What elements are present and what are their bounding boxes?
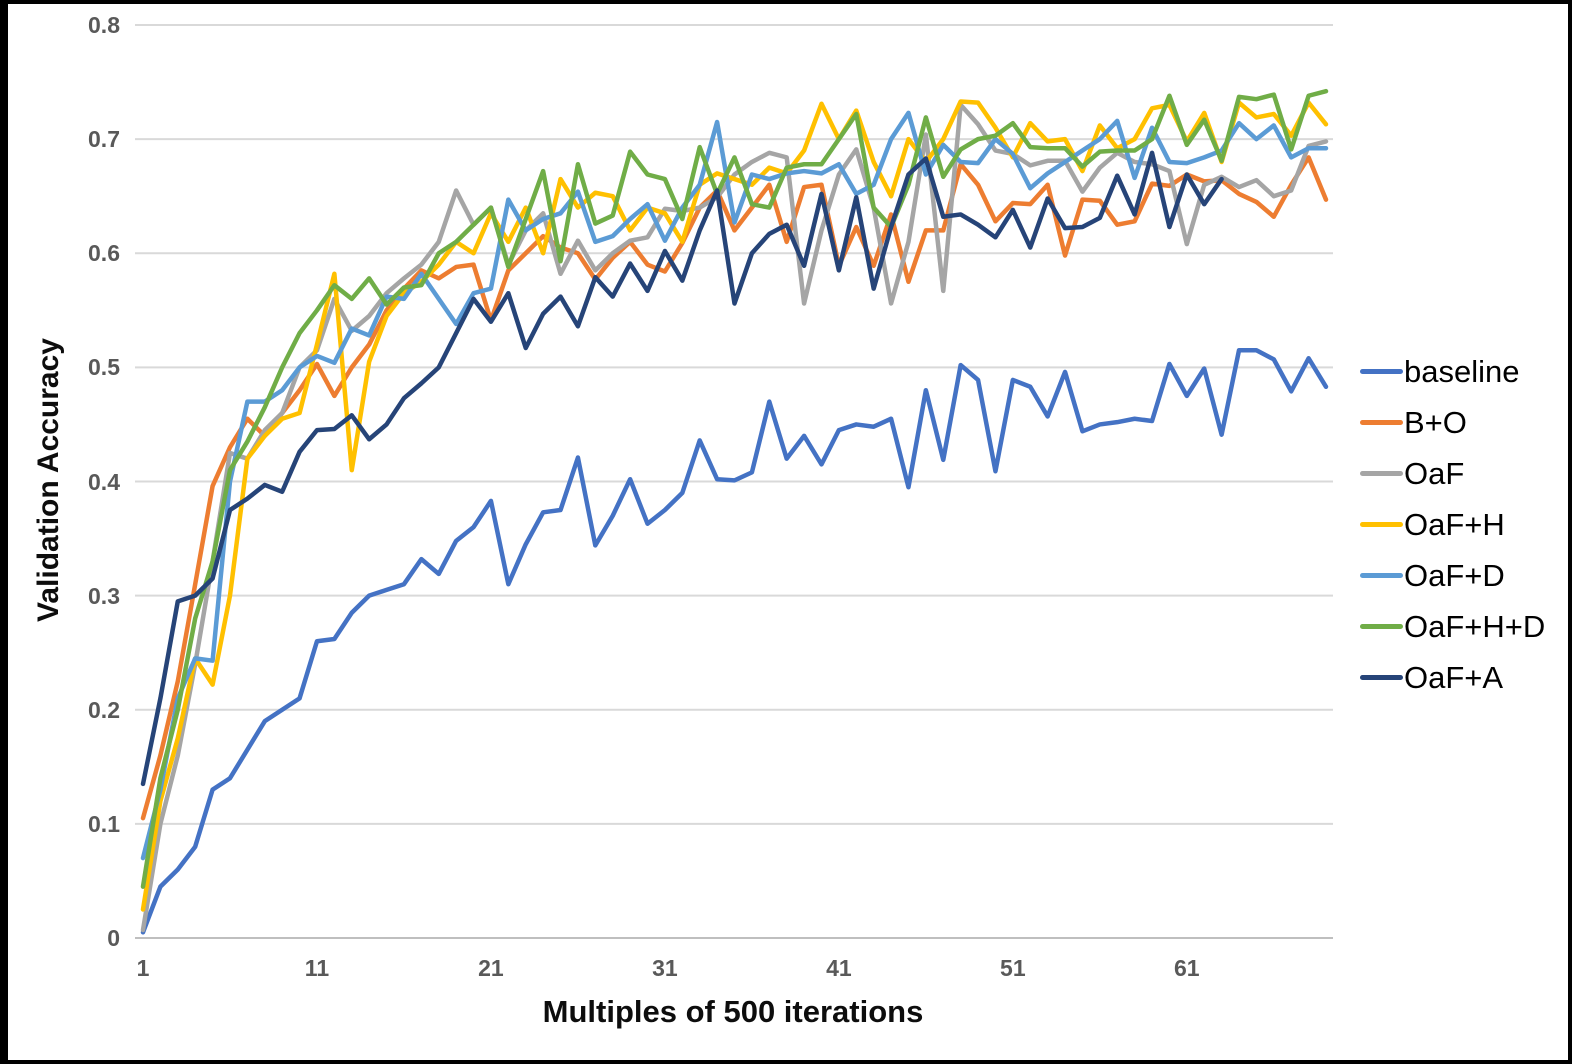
legend-item-OaF+A: OaF+A (1360, 652, 1566, 703)
series-line-OaF+H (140, 99, 1329, 912)
legend-item-OaF+D: OaF+D (1360, 550, 1566, 601)
y-tick-label: 0.5 (88, 354, 120, 381)
legend-label: OaF+H+D (1404, 608, 1546, 644)
legend-swatch (1360, 573, 1403, 578)
legend-swatch (1360, 369, 1403, 374)
y-tick-label: 0.4 (88, 468, 120, 495)
legend-swatch (1360, 675, 1403, 680)
legend-label: baseline (1404, 353, 1520, 389)
series-line-OaF+A (140, 150, 1224, 787)
legend-label: OaF (1404, 455, 1465, 491)
legend-label: OaF+H (1404, 506, 1505, 542)
y-tick-label: 0.1 (88, 810, 120, 837)
legend-item-baseline: baseline (1360, 346, 1566, 397)
y-tick-label: 0.7 (88, 126, 120, 153)
legend-label: OaF+D (1404, 557, 1505, 593)
y-tick-label: 0.8 (88, 12, 120, 38)
legend-label: OaF+A (1404, 659, 1504, 695)
legend: baseline B+O OaF OaF+H OaF+D OaF+H+D OaF+A (1360, 346, 1566, 703)
x-tick-label: 41 (826, 955, 852, 981)
x-tick-label: 11 (304, 955, 330, 981)
line-chart (135, 24, 1333, 939)
chart-area: 0 0.1 0.2 0.3 0.4 0.5 0.6 0.7 0.8 1 11 21 31 41 51 61 … (8, 4, 1568, 1060)
series-line-B+O (140, 155, 1329, 821)
legend-label: B+O (1404, 404, 1467, 440)
x-tick-label: 61 (1174, 955, 1200, 981)
series-line-baseline (140, 348, 1329, 935)
x-tick-label: 51 (1000, 955, 1026, 981)
legend-item-OaF: OaF (1360, 448, 1566, 499)
x-axis-title: Multiples of 500 iterations (542, 994, 924, 1029)
legend-swatch (1360, 471, 1403, 476)
legend-item-B+O: B+O (1360, 397, 1566, 448)
y-axis-title: Validation Accuracy (32, 338, 65, 623)
legend-swatch (1360, 522, 1403, 527)
x-tick-label: 31 (652, 955, 678, 981)
x-tick-label: 21 (478, 955, 504, 981)
y-tick-label: 0.6 (88, 240, 120, 267)
legend-swatch (1360, 624, 1403, 629)
y-tick-label: 0 (107, 925, 120, 951)
legend-swatch (1360, 420, 1403, 425)
legend-item-OaF+H: OaF+H (1360, 499, 1566, 550)
series-line-OaF+D (140, 110, 1329, 861)
x-tick-label: 1 (136, 955, 150, 981)
y-tick-label: 0.3 (88, 582, 120, 609)
series-line-OaF+H+D (140, 88, 1329, 889)
legend-item-OaF+H+D: OaF+H+D (1360, 601, 1566, 652)
y-tick-label: 0.2 (88, 696, 120, 723)
